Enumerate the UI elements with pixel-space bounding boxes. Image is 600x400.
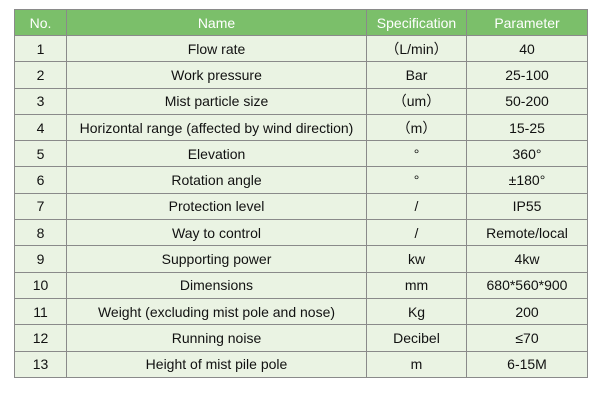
table-row: 8 Way to control / Remote/local — [14, 219, 588, 247]
row-number-cell: 12 — [14, 324, 67, 352]
row-name-cell: Rotation angle — [66, 166, 367, 194]
table-row: 1 Flow rate （L/min） 40 — [14, 34, 588, 63]
row-number-cell: 8 — [14, 219, 67, 247]
row-parameter-cell: 25-100 — [466, 61, 588, 89]
row-specification-cell: Kg — [366, 297, 467, 326]
row-specification-cell: （um） — [366, 87, 467, 115]
table-row: 6 Rotation angle ° ±180° — [14, 166, 588, 194]
header-parameter: Parameter — [466, 9, 588, 36]
table-row: 9 Supporting power kw 4kw — [14, 245, 588, 273]
table-row: 5 Elevation ° 360° — [14, 140, 588, 168]
row-name-cell: Running noise — [66, 324, 367, 352]
row-name-cell: Dimensions — [66, 271, 367, 299]
row-specification-cell: ° — [366, 140, 467, 168]
row-parameter-cell: 200 — [466, 297, 588, 326]
header-row: No. Name Specification Parameter — [14, 9, 588, 36]
header-name: Name — [66, 9, 367, 36]
row-parameter-cell: 4kw — [466, 245, 588, 273]
row-parameter-cell: 6-15M — [466, 350, 588, 378]
row-name-cell: Way to control — [66, 219, 367, 247]
row-number-cell: 7 — [14, 192, 67, 221]
header-no: No. — [14, 9, 67, 36]
row-name-cell: Protection level — [66, 192, 367, 221]
row-specification-cell: mm — [366, 271, 467, 299]
table-row: 7 Protection level / IP55 — [14, 192, 588, 221]
table-row: 3 Mist particle size （um） 50-200 — [14, 87, 588, 115]
row-parameter-cell: 50-200 — [466, 87, 588, 115]
row-parameter-cell: 680*560*900 — [466, 271, 588, 299]
row-number-cell: 13 — [14, 350, 67, 378]
table-row: 11 Weight (excluding mist pole and nose) K… — [14, 297, 588, 326]
row-name-cell: Work pressure — [66, 61, 367, 89]
table-row: 13 Height of mist pile pole m 6-15M — [14, 350, 588, 378]
table-row: 10 Dimensions mm 680*560*900 — [14, 271, 588, 299]
row-name-cell: Weight (excluding mist pole and nose) — [66, 297, 367, 326]
row-specification-cell: kw — [366, 245, 467, 273]
row-name-cell: Horizontal range (affected by wind direc… — [66, 113, 367, 142]
row-parameter-cell: 360° — [466, 140, 588, 168]
row-specification-cell: m — [366, 350, 467, 378]
row-number-cell: 10 — [14, 271, 67, 299]
row-number-cell: 9 — [14, 245, 67, 273]
table-row: 12 Running noise Decibel ≤70 — [14, 324, 588, 352]
table-row: 4 Horizontal range (affected by wind dire… — [14, 113, 588, 142]
spec-table-container: No. Name Specification Parameter 1 Flow r… — [14, 9, 588, 378]
row-parameter-cell: 40 — [466, 34, 588, 63]
row-specification-cell: / — [366, 192, 467, 221]
row-specification-cell: Decibel — [366, 324, 467, 352]
row-specification-cell: / — [366, 219, 467, 247]
row-specification-cell: （L/min） — [366, 34, 467, 63]
row-number-cell: 11 — [14, 297, 67, 326]
row-parameter-cell: ≤70 — [466, 324, 588, 352]
row-parameter-cell: ±180° — [466, 166, 588, 194]
table-body: 1 Flow rate （L/min） 40 2 Work pressure Bar 25-1… — [14, 34, 588, 378]
row-name-cell: Elevation — [66, 140, 367, 168]
row-number-cell: 6 — [14, 166, 67, 194]
row-number-cell: 3 — [14, 87, 67, 115]
row-name-cell: Supporting power — [66, 245, 367, 273]
row-parameter-cell: IP55 — [466, 192, 588, 221]
table-row: 2 Work pressure Bar 25-100 — [14, 61, 588, 89]
row-number-cell: 2 — [14, 61, 67, 89]
row-specification-cell: （m） — [366, 113, 467, 142]
row-number-cell: 1 — [14, 34, 67, 63]
row-name-cell: Flow rate — [66, 34, 367, 63]
row-number-cell: 4 — [14, 113, 67, 142]
row-parameter-cell: Remote/local — [466, 219, 588, 247]
row-specification-cell: ° — [366, 166, 467, 194]
table-header: No. Name Specification Parameter — [14, 9, 588, 36]
row-number-cell: 5 — [14, 140, 67, 168]
row-name-cell: Mist particle size — [66, 87, 367, 115]
row-name-cell: Height of mist pile pole — [66, 350, 367, 378]
row-specification-cell: Bar — [366, 61, 467, 89]
header-specification: Specification — [366, 9, 467, 36]
spec-table: No. Name Specification Parameter 1 Flow r… — [14, 9, 588, 378]
row-parameter-cell: 15-25 — [466, 113, 588, 142]
